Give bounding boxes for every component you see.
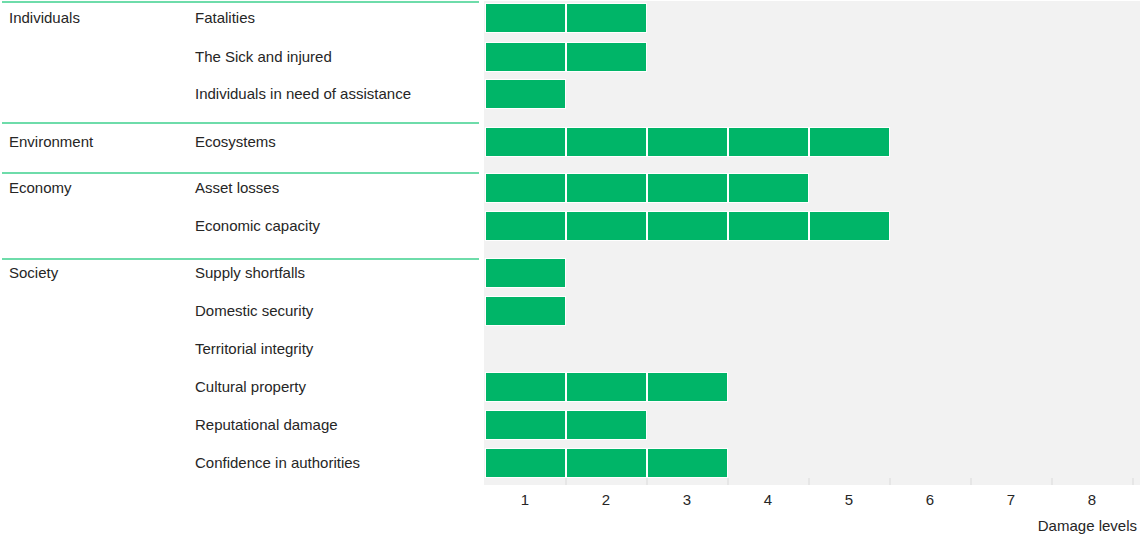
bar-economic-capacity: [485, 211, 890, 241]
bar-asset-losses: [485, 173, 809, 203]
bar-segment: [648, 373, 727, 401]
bar-segment: [648, 128, 727, 156]
damage-levels-chart: Individuals Fatalities The Sick and injure…: [0, 0, 1140, 542]
bar-segment: [486, 449, 565, 477]
bar-confidence-in-authorities: [485, 448, 728, 478]
x-tick-mark: [1051, 478, 1053, 485]
x-tick-mark: [565, 478, 567, 485]
bar-segment: [567, 373, 646, 401]
row-label-cultural-property: Cultural property: [195, 377, 306, 397]
bar-segment: [486, 212, 565, 240]
group-label-economy: Economy: [9, 178, 72, 198]
bar-segment: [729, 174, 808, 202]
bar-segment: [810, 128, 889, 156]
row-label-reputational-damage: Reputational damage: [195, 415, 338, 435]
bar-segment: [486, 373, 565, 401]
row-label-the-sick-and-injured: The Sick and injured: [195, 47, 332, 67]
bar-supply-shortfalls: [485, 258, 566, 288]
bar-individuals-in-need-of-assistance: [485, 79, 566, 109]
bar-segment: [567, 411, 646, 439]
row-label-supply-shortfalls: Supply shortfalls: [195, 263, 305, 283]
x-tick-label-8: 8: [1079, 492, 1105, 508]
bar-segment: [486, 4, 565, 32]
bar-segment: [486, 128, 565, 156]
bar-segment: [567, 4, 646, 32]
row-label-economic-capacity: Economic capacity: [195, 216, 320, 236]
x-tick-mark: [970, 478, 972, 485]
bar-segment: [486, 80, 565, 108]
row-label-territorial-integrity: Territorial integrity: [195, 339, 313, 359]
bar-ecosystems: [485, 127, 890, 157]
bar-fatalities: [485, 3, 647, 33]
x-tick-label-7: 7: [998, 492, 1024, 508]
row-label-confidence-in-authorities: Confidence in authorities: [195, 453, 360, 473]
bar-reputational-damage: [485, 410, 647, 440]
bar-segment: [729, 128, 808, 156]
bar-domestic-security: [485, 296, 566, 326]
bar-segment: [486, 411, 565, 439]
bar-segment: [567, 128, 646, 156]
bar-segment: [729, 212, 808, 240]
group-separator-environment: [2, 122, 479, 124]
bar-segment: [567, 174, 646, 202]
bar-segment: [648, 212, 727, 240]
row-label-domestic-security: Domestic security: [195, 301, 313, 321]
row-label-individuals-in-need-of-assistance: Individuals in need of assistance: [195, 84, 411, 104]
x-tick-label-6: 6: [917, 492, 943, 508]
row-label-fatalities: Fatalities: [195, 8, 255, 28]
bar-cultural-property: [485, 372, 728, 402]
x-tick-mark: [808, 478, 810, 485]
bar-segment: [486, 259, 565, 287]
bar-segment: [567, 43, 646, 71]
x-tick-label-1: 1: [512, 492, 538, 508]
x-axis-title: Damage levels: [1038, 518, 1137, 534]
bar-segment: [567, 449, 646, 477]
x-tick-label-4: 4: [755, 492, 781, 508]
bar-the-sick-and-injured: [485, 42, 647, 72]
x-tick-label-3: 3: [674, 492, 700, 508]
bar-segment: [486, 297, 565, 325]
group-label-society: Society: [9, 263, 58, 283]
bar-segment: [486, 43, 565, 71]
row-label-ecosystems: Ecosystems: [195, 132, 276, 152]
row-label-asset-losses: Asset losses: [195, 178, 279, 198]
group-separator-individuals: [2, 1, 479, 3]
bar-segment: [567, 212, 646, 240]
bar-segment: [486, 174, 565, 202]
x-tick-mark: [889, 478, 891, 485]
bar-segment: [648, 449, 727, 477]
x-tick-mark: [646, 478, 648, 485]
group-label-environment: Environment: [9, 132, 93, 152]
x-tick-label-5: 5: [836, 492, 862, 508]
x-tick-mark: [727, 478, 729, 485]
x-tick-mark: [1132, 478, 1134, 485]
x-tick-label-2: 2: [593, 492, 619, 508]
group-label-individuals: Individuals: [9, 8, 80, 28]
group-separator-economy: [2, 172, 479, 174]
bar-segment: [810, 212, 889, 240]
bar-segment: [648, 174, 727, 202]
group-separator-society: [2, 258, 479, 260]
